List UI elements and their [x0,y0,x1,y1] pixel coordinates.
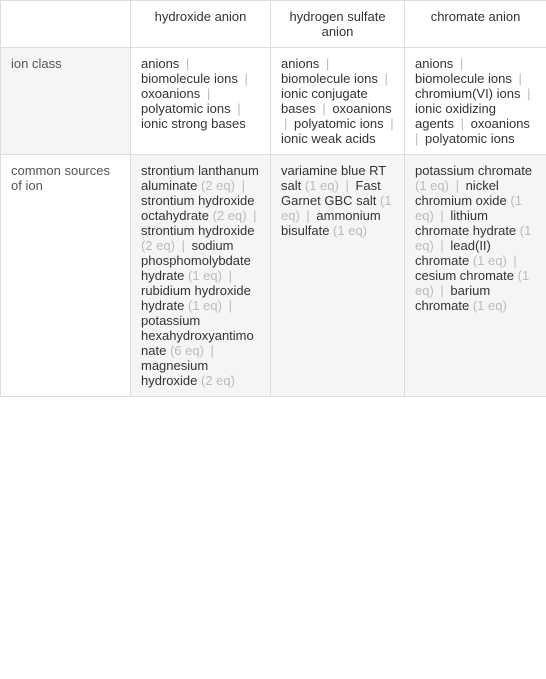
separator: | [510,253,517,268]
separator: | [456,56,463,71]
table-cell: anions | biomolecule ions | ionic conjug… [271,48,405,155]
separator: | [319,101,330,116]
table-body: ion classanions | biomolecule ions | oxo… [1,48,546,397]
cell-item: polyatomic ions [425,131,515,146]
col-header-chromate: chromate anion [405,1,546,48]
table-cell: potassium chromate (1 eq) | nickel chrom… [405,155,546,397]
comparison-table: hydroxide anion hydrogen sulfate anion c… [0,0,546,397]
separator: | [284,116,291,131]
separator: | [207,343,214,358]
cell-item: ionic weak acids [281,131,376,146]
table-row: ion classanions | biomolecule ions | oxo… [1,48,546,155]
header-row: hydroxide anion hydrogen sulfate anion c… [1,1,546,48]
separator: | [437,283,448,298]
corner-cell [1,1,131,48]
equivalent-label: (6 eq) [170,343,204,358]
separator: | [238,178,245,193]
separator: | [523,86,530,101]
equivalent-label: (1 eq) [333,223,367,238]
separator: | [182,56,189,71]
cell-item: ionic strong bases [141,116,246,131]
col-header-hydroxide: hydroxide anion [131,1,271,48]
equivalent-label: (1 eq) [188,298,222,313]
cell-item: oxoanions [332,101,391,116]
cell-item: potassium chromate [415,163,532,178]
separator: | [225,268,232,283]
table-cell: strontium lanthanum aluminate (2 eq) | s… [131,155,271,397]
row-label: ion class [1,48,131,155]
table-row: common sources of ionstrontium lanthanum… [1,155,546,397]
cell-item: biomolecule ions [415,71,512,86]
cell-item: anions [281,56,319,71]
separator: | [322,56,329,71]
cell-item: magnesium hydroxide [141,358,208,388]
equivalent-label: (1 eq) [473,253,507,268]
cell-item: biomolecule ions [141,71,238,86]
equivalent-label: (2 eq) [141,238,175,253]
table-cell: anions | biomolecule ions | chromium(VI)… [405,48,546,155]
cell-item: anions [415,56,453,71]
separator: | [457,116,468,131]
cell-item: strontium hydroxide [141,223,254,238]
separator: | [303,208,314,223]
cell-item: cesium chromate [415,268,514,283]
equivalent-label: (2 eq) [213,208,247,223]
separator: | [250,208,257,223]
equivalent-label: (2 eq) [201,373,235,388]
cell-item: oxoanions [141,86,200,101]
separator: | [178,238,189,253]
separator: | [381,71,388,86]
equivalent-label: (2 eq) [201,178,235,193]
separator: | [437,238,448,253]
separator: | [234,101,241,116]
col-header-hydrogen-sulfate: hydrogen sulfate anion [271,1,405,48]
row-label: common sources of ion [1,155,131,397]
cell-item: oxoanions [471,116,530,131]
separator: | [203,86,210,101]
table-cell: anions | biomolecule ions | oxoanions | … [131,48,271,155]
cell-item: chromium(VI) ions [415,86,520,101]
separator: | [241,71,248,86]
equivalent-label: (1 eq) [473,298,507,313]
separator: | [225,298,232,313]
separator: | [437,208,448,223]
cell-item: biomolecule ions [281,71,378,86]
separator: | [515,71,522,86]
table-cell: variamine blue RT salt (1 eq) | Fast Gar… [271,155,405,397]
equivalent-label: (1 eq) [415,178,449,193]
cell-item: anions [141,56,179,71]
cell-item: polyatomic ions [141,101,231,116]
separator: | [415,131,422,146]
separator: | [342,178,353,193]
equivalent-label: (1 eq) [305,178,339,193]
cell-item: polyatomic ions [294,116,384,131]
separator: | [452,178,463,193]
separator: | [387,116,394,131]
equivalent-label: (1 eq) [188,268,222,283]
